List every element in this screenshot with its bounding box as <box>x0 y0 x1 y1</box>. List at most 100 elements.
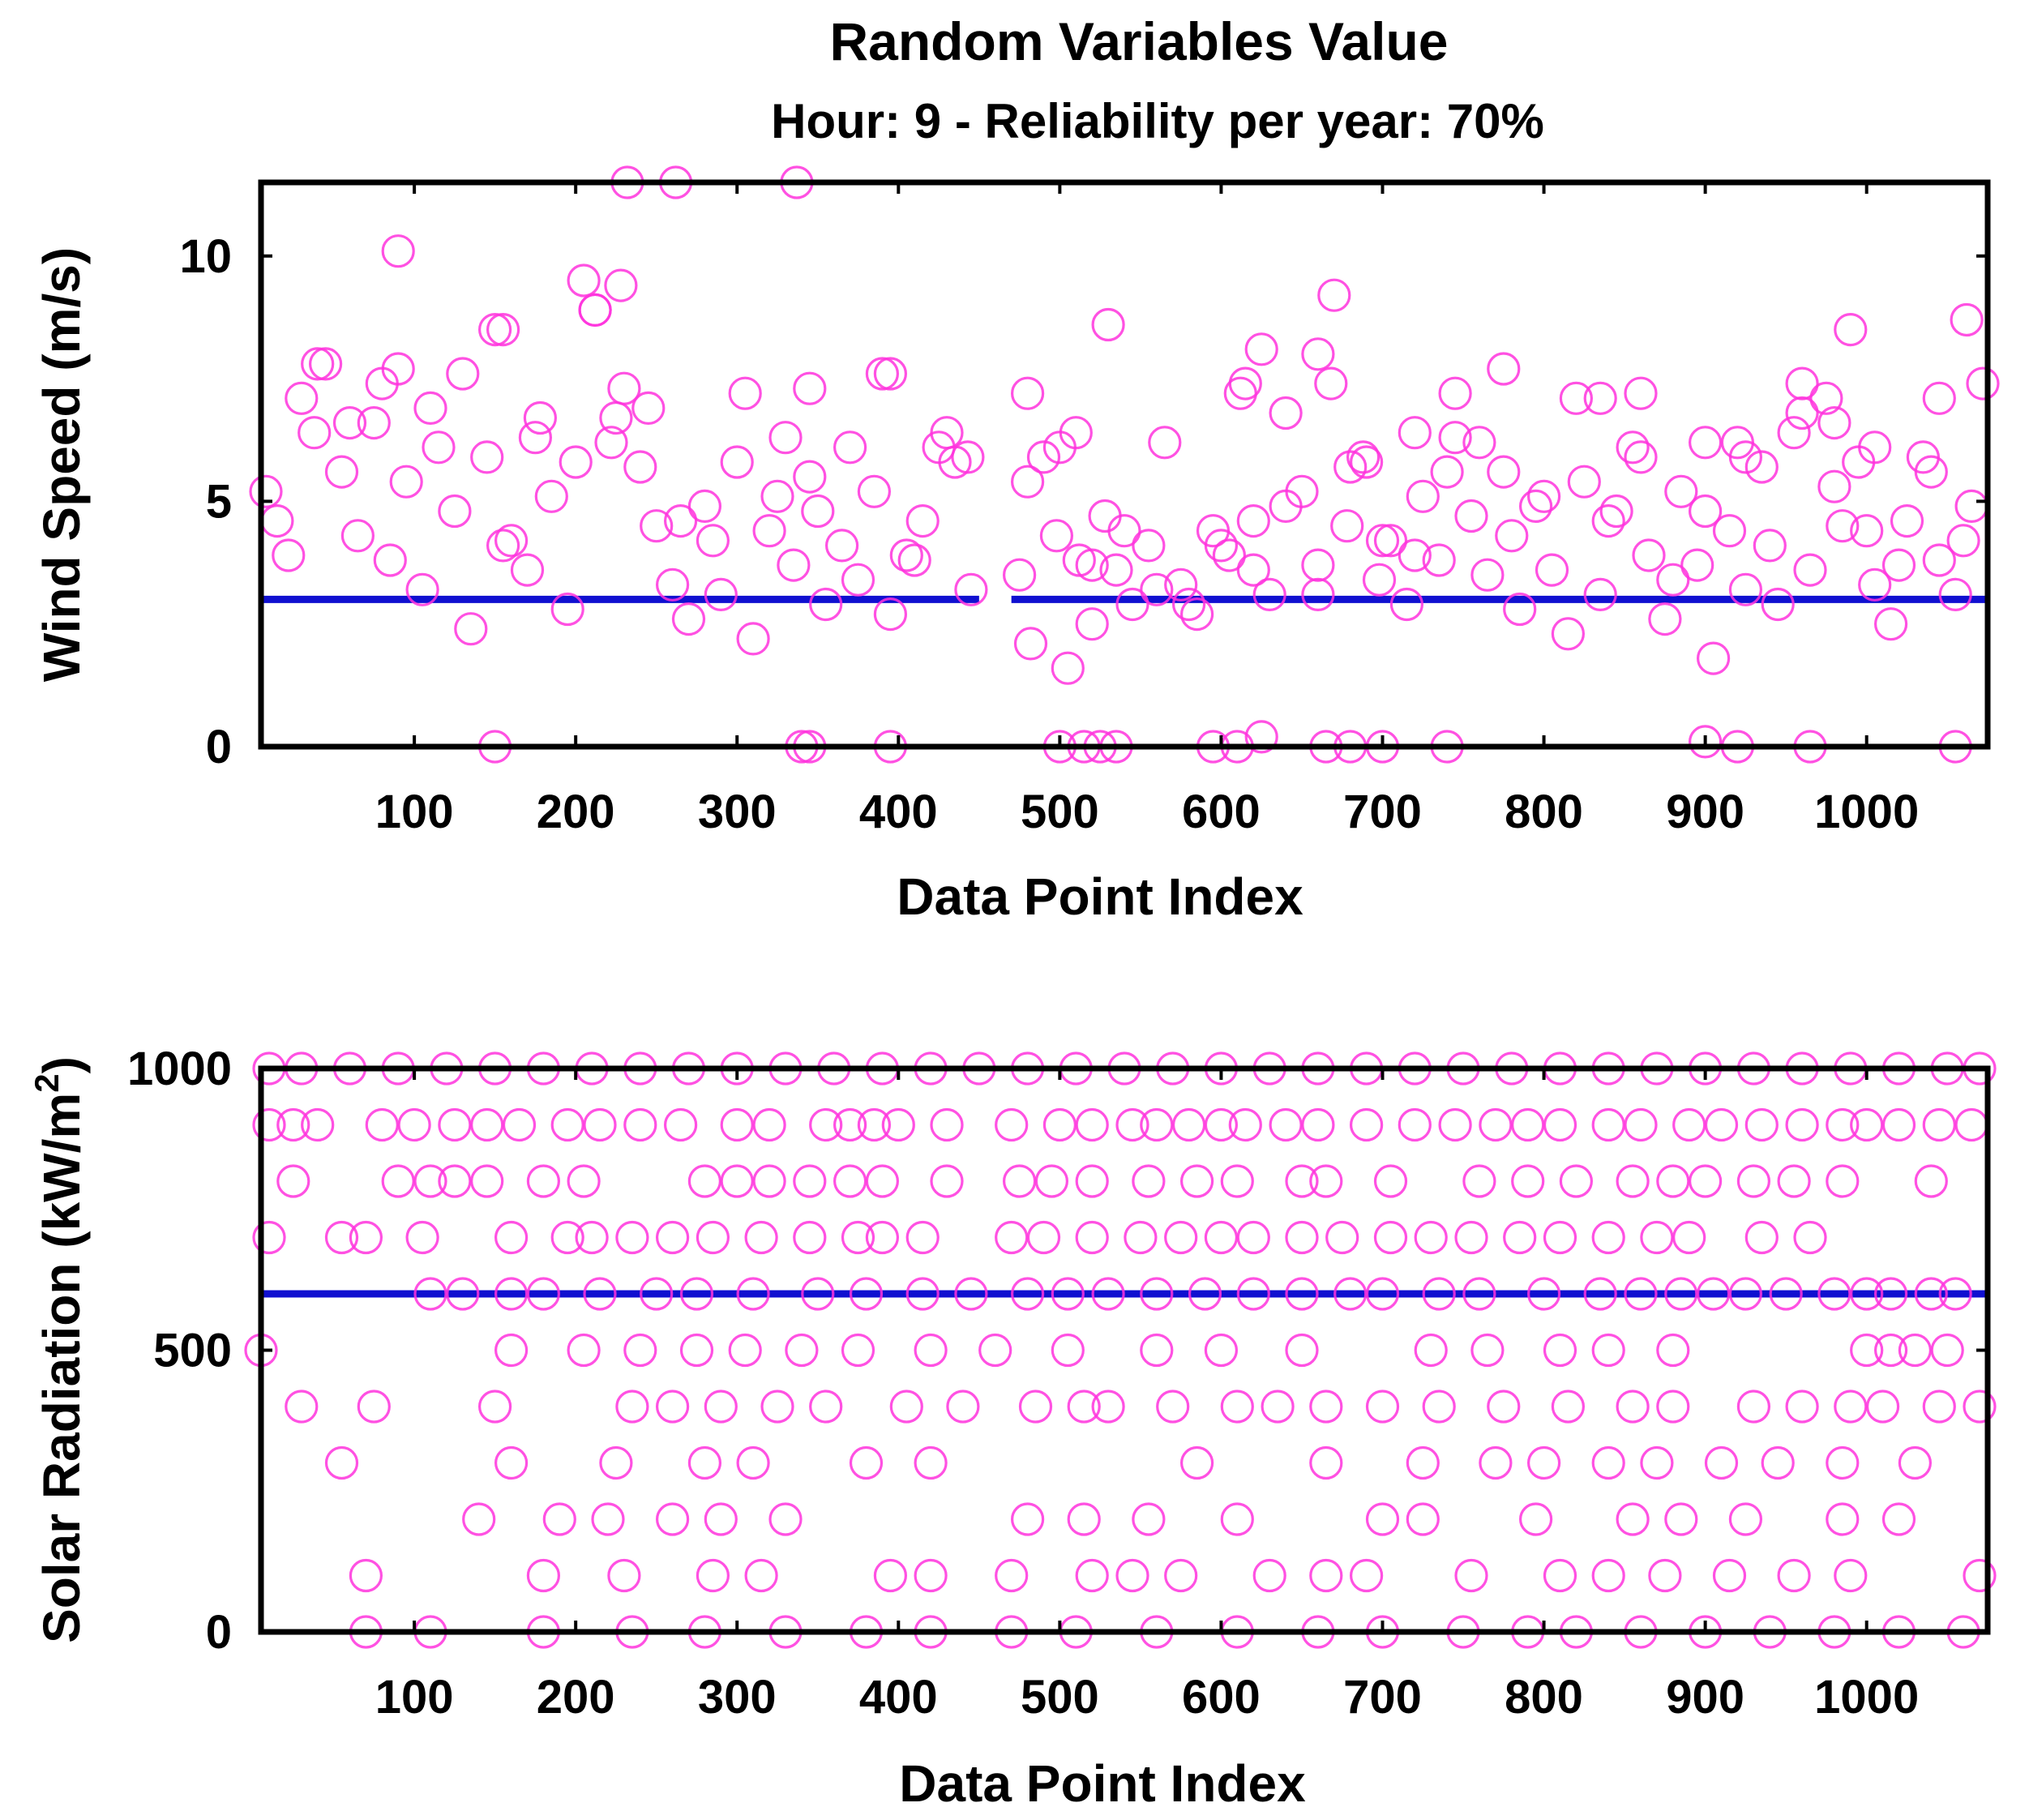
solar-radiation-plot-frame <box>258 1065 1991 1635</box>
wind-speed-point <box>1333 450 1368 484</box>
wind-speed-point <box>1624 376 1658 410</box>
solar-radiation-point <box>1051 1277 1085 1311</box>
solar-radiation-point <box>1672 1107 1706 1142</box>
solar-radiation-point <box>914 1558 948 1593</box>
solar-radiation-point <box>1454 1558 1488 1593</box>
wind-speed-point <box>1689 725 1723 759</box>
solar-radiation-point <box>349 1558 383 1593</box>
wind-speed-point <box>486 313 520 347</box>
solar-radiation-point <box>1252 1558 1286 1593</box>
solar-radiation-point <box>1656 1333 1690 1368</box>
solar-radiation-point <box>1591 1220 1625 1255</box>
wind-speed-point <box>1954 489 1988 524</box>
solar-radiation-point <box>696 1558 730 1593</box>
solar-radiation-point <box>809 1390 843 1424</box>
solar-radiation-point <box>1365 1502 1400 1536</box>
solar-radiation-point <box>615 1390 649 1424</box>
wind-speed-point <box>1470 558 1505 592</box>
wind-speed-point <box>1430 455 1464 489</box>
wind-speed-point <box>550 592 584 627</box>
solar-radiation-x-ticks: 100 200 300 400 500 600 700 800 900 1000 <box>375 1068 1919 1724</box>
solar-radiation-point <box>1010 1502 1045 1536</box>
solar-radiation-point <box>1406 1445 1440 1480</box>
wind-speed-point <box>793 460 827 494</box>
wind-speed-point <box>865 357 900 391</box>
figure-title: Random Variables Value <box>830 11 1449 71</box>
solar-radiation-point <box>793 1220 827 1255</box>
wind-speed-point <box>889 538 923 572</box>
solar-radiation-point <box>1648 1558 1682 1593</box>
solar-radiation-point <box>914 1333 948 1368</box>
wind-speed-point <box>1938 577 1972 612</box>
solar-radiation-point <box>1075 1220 1109 1255</box>
wind-speed-point <box>1728 440 1762 474</box>
solar-radiation-point <box>1503 1220 1537 1255</box>
wind-speed-point <box>873 597 908 632</box>
solar-radiation-point <box>462 1502 496 1536</box>
wind-speed-point <box>1252 577 1286 612</box>
solar-radiation-point <box>470 1107 504 1142</box>
solar-radiation-point <box>1422 1390 1456 1424</box>
solar-radiation-point <box>1462 1164 1496 1198</box>
wind-speed-point <box>1462 426 1496 460</box>
wind-speed-point <box>1624 440 1658 474</box>
wind-speed-x-tick-label: 200 <box>537 786 615 838</box>
wind-speed-point <box>1301 337 1335 371</box>
solar-radiation-point <box>1850 1333 1884 1368</box>
wind-speed-x-tick-label: 600 <box>1182 786 1261 838</box>
solar-radiation-point <box>623 1107 657 1142</box>
solar-radiation-x-tick-label: 1000 <box>1814 1671 1919 1724</box>
solar-radiation-point <box>655 1390 690 1424</box>
solar-radiation-point <box>276 1107 310 1142</box>
wind-speed-point <box>518 421 553 455</box>
solar-radiation-point <box>1712 1558 1747 1593</box>
wind-speed-point <box>1140 572 1174 606</box>
solar-radiation-point <box>954 1277 988 1311</box>
wind-speed-point <box>1362 563 1397 597</box>
solar-radiation-point <box>1664 1502 1698 1536</box>
solar-radiation-point <box>1115 1107 1149 1142</box>
wind-speed-point <box>736 622 770 656</box>
wind-speed-point <box>801 494 835 529</box>
wind-speed-point <box>357 405 391 440</box>
solar-radiation-point <box>1898 1333 1932 1368</box>
wind-speed-point <box>1204 529 1239 563</box>
solar-radiation-point <box>1744 1220 1779 1255</box>
wind-speed-point <box>599 400 633 435</box>
solar-radiation-point <box>728 1333 762 1368</box>
solar-radiation-point <box>1075 1164 1109 1198</box>
solar-radiation-point <box>1349 1107 1384 1142</box>
wind-speed-point <box>389 465 423 499</box>
solar-radiation-point <box>865 1220 900 1255</box>
wind-speed-point <box>1858 567 1892 602</box>
wind-speed-point <box>1632 538 1666 572</box>
wind-speed-point <box>340 519 375 553</box>
wind-speed-point <box>1039 519 1074 553</box>
solar-radiation-point <box>833 1107 867 1142</box>
wind-speed-point <box>930 416 964 450</box>
solar-radiation-point <box>865 1164 900 1198</box>
solar-radiation-point <box>1140 1107 1174 1142</box>
solar-radiation-point <box>583 1107 617 1142</box>
solar-radiation-point <box>526 1277 561 1311</box>
solar-radiation-point <box>1591 1445 1625 1480</box>
solar-radiation-point <box>381 1164 415 1198</box>
solar-radiation-point <box>1616 1502 1650 1536</box>
wind-speed-point <box>857 474 892 508</box>
solar-radiation-point <box>663 1107 698 1142</box>
wind-speed-point <box>1269 489 1303 524</box>
solar-radiation-point <box>494 1445 529 1480</box>
wind-speed-point <box>1950 302 1984 337</box>
wind-speed-point <box>905 503 940 538</box>
wind-speed-point <box>1010 465 1045 499</box>
solar-radiation-point <box>470 1164 504 1198</box>
wind-speed-point <box>1826 509 1860 543</box>
wind-speed-point <box>1010 376 1045 410</box>
wind-speed-point <box>1091 307 1125 342</box>
wind-speed-point <box>309 347 343 381</box>
wind-speed-point <box>1487 455 1521 489</box>
solar-radiation-point <box>349 1220 383 1255</box>
solar-radiation-x-tick-label: 100 <box>375 1671 454 1724</box>
wind-speed-point <box>1817 405 1851 440</box>
solar-radiation-x-tick-label: 900 <box>1666 1671 1744 1724</box>
